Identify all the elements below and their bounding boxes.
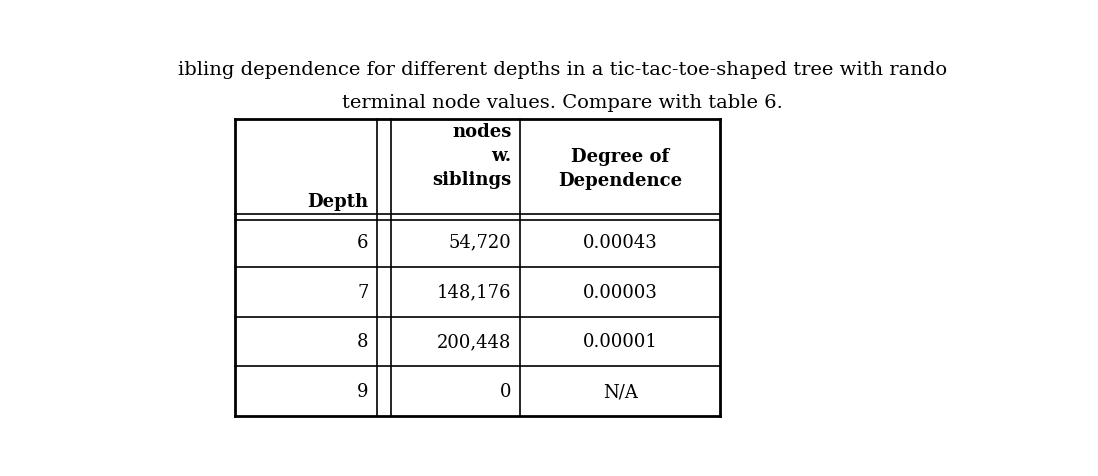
Text: 6: 6 [357, 233, 369, 251]
Text: 8: 8 [357, 333, 369, 351]
Text: 0.00043: 0.00043 [583, 233, 658, 251]
Text: Depth: Depth [307, 193, 369, 211]
Text: 7: 7 [357, 283, 369, 301]
Text: 0.00003: 0.00003 [583, 283, 658, 301]
Text: 200,448: 200,448 [437, 333, 512, 351]
Text: 0: 0 [501, 382, 512, 400]
Text: terminal node values. Compare with table 6.: terminal node values. Compare with table… [343, 94, 783, 112]
Text: ibling dependence for different depths in a tic-tac-toe-shaped tree with rando: ibling dependence for different depths i… [178, 61, 948, 79]
Text: N/A: N/A [603, 382, 638, 400]
Text: Degree of
Dependence: Degree of Dependence [558, 148, 682, 189]
Text: 0.00001: 0.00001 [583, 333, 658, 351]
Text: nodes
w.
siblings: nodes w. siblings [433, 123, 512, 188]
Text: 9: 9 [357, 382, 369, 400]
Text: 54,720: 54,720 [449, 233, 512, 251]
Text: 148,176: 148,176 [437, 283, 512, 301]
